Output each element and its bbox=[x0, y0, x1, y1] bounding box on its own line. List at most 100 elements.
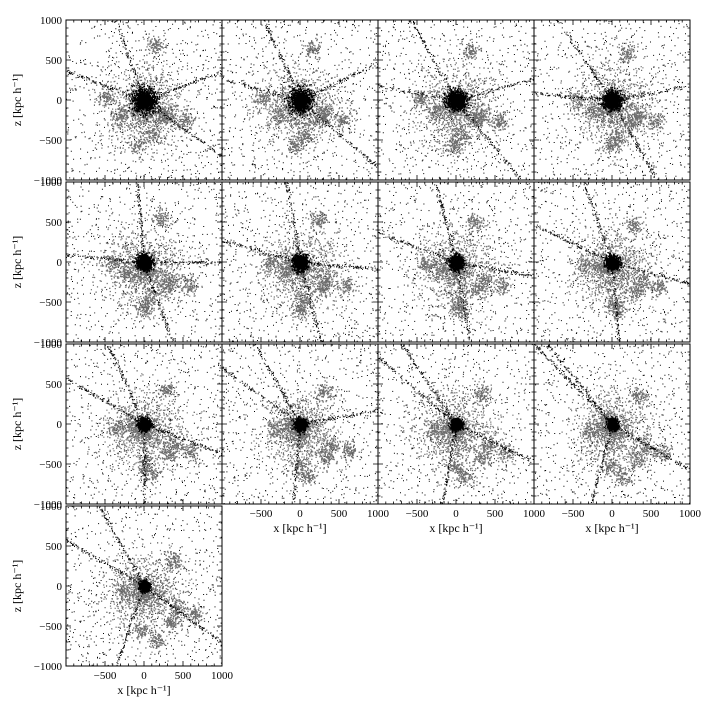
stream-particles bbox=[66, 182, 222, 342]
background-particles bbox=[66, 506, 222, 666]
x-tick-label: 500 bbox=[331, 508, 348, 520]
x-tick-label: 0 bbox=[609, 508, 615, 520]
y-tick-label: −1000 bbox=[34, 337, 63, 349]
y-tick-label: −1000 bbox=[34, 661, 63, 673]
y-tick-label: −1000 bbox=[34, 499, 63, 511]
panel-12: −500 0 500 1000 x [kpc h⁻¹] bbox=[533, 343, 702, 535]
x-tick-label: 500 bbox=[175, 670, 192, 682]
y-axis-label: z [kpc h⁻¹] bbox=[10, 74, 24, 127]
core-particles bbox=[287, 251, 313, 275]
y-tick-label: 1000 bbox=[40, 501, 63, 513]
core-particles bbox=[283, 83, 318, 120]
y-tick-label: 1000 bbox=[40, 177, 63, 189]
panel-13-points bbox=[66, 506, 222, 666]
y-axis-label: z [kpc h⁻¹] bbox=[10, 398, 24, 451]
core-particles bbox=[137, 578, 152, 595]
x-tick-label: 0 bbox=[141, 670, 147, 682]
background-particles bbox=[222, 20, 378, 180]
x-axis-label: x [kpc h⁻¹] bbox=[429, 521, 482, 535]
core-particles bbox=[132, 250, 156, 274]
x-tick-label: 1000 bbox=[679, 508, 702, 520]
x-tick-label: −500 bbox=[406, 508, 429, 520]
tick-marks bbox=[65, 181, 223, 343]
panel-7 bbox=[377, 181, 535, 343]
panel-4 bbox=[533, 19, 691, 181]
y-tick-label: 500 bbox=[46, 379, 63, 391]
panel-4-points bbox=[534, 20, 690, 180]
panel-6-points bbox=[222, 182, 378, 342]
core-particles bbox=[603, 415, 621, 433]
panel-1-points bbox=[66, 20, 222, 180]
substructure-particles bbox=[540, 195, 680, 340]
panel-10-points bbox=[222, 344, 378, 504]
panel-9-points bbox=[66, 344, 222, 504]
panel-7-points bbox=[378, 182, 534, 342]
tick-marks bbox=[533, 343, 691, 505]
background-particles bbox=[534, 182, 690, 342]
panel-11: −500 0 500 1000 x [kpc h⁻¹] bbox=[377, 343, 546, 535]
tick-marks bbox=[65, 19, 223, 181]
panel-5-points bbox=[66, 182, 222, 342]
substructure-particles bbox=[88, 529, 211, 657]
x-tick-label: 0 bbox=[453, 508, 459, 520]
panel-10: −500 0 500 1000 x [kpc h⁻¹] bbox=[221, 343, 390, 535]
panel-2-points bbox=[222, 20, 378, 180]
x-axis-label: x [kpc h⁻¹] bbox=[273, 521, 326, 535]
tick-marks bbox=[377, 181, 535, 343]
y-tick-label: 500 bbox=[46, 541, 63, 553]
x-tick-label: 1000 bbox=[367, 508, 390, 520]
y-tick-label: 500 bbox=[46, 55, 63, 67]
x-tick-label: −500 bbox=[562, 508, 585, 520]
tick-marks bbox=[377, 343, 535, 505]
panel-5: −1000 −500 0 500 1000 z [kpc h⁻¹] bbox=[10, 177, 223, 349]
y-tick-label: 0 bbox=[57, 257, 63, 269]
x-axis-label: x [kpc h⁻¹] bbox=[117, 683, 170, 697]
panel-1: −1000 −500 0 500 1000 z [kpc h⁻¹] bbox=[10, 15, 223, 187]
x-tick-label: −500 bbox=[250, 508, 273, 520]
tick-marks bbox=[533, 19, 691, 181]
y-tick-label: 0 bbox=[57, 419, 63, 431]
core-particles bbox=[447, 415, 466, 434]
core-particles bbox=[291, 415, 311, 435]
y-tick-label: 1000 bbox=[40, 15, 63, 27]
x-tick-label: 1000 bbox=[211, 670, 234, 682]
x-tick-label: 1000 bbox=[523, 508, 546, 520]
tick-marks bbox=[65, 505, 223, 667]
y-tick-label: −1000 bbox=[34, 175, 63, 187]
y-tick-label: −500 bbox=[39, 459, 62, 471]
tick-marks bbox=[221, 19, 379, 181]
y-tick-label: 0 bbox=[57, 95, 63, 107]
y-axis-label: z [kpc h⁻¹] bbox=[10, 236, 24, 289]
y-tick-label: −500 bbox=[39, 135, 62, 147]
panel-11-points bbox=[378, 344, 534, 504]
panel-12-points bbox=[534, 344, 690, 504]
panel-8 bbox=[533, 181, 691, 343]
x-tick-label: 500 bbox=[487, 508, 504, 520]
panel-2 bbox=[221, 19, 379, 181]
y-tick-label: 0 bbox=[57, 581, 63, 593]
panel-13: −1000 −500 0 500 1000 z [kpc h⁻¹] −500 0 500 1000… bbox=[10, 501, 234, 697]
core-particles bbox=[603, 252, 623, 275]
x-tick-label: 0 bbox=[297, 508, 303, 520]
tick-marks bbox=[65, 343, 223, 505]
y-tick-label: −500 bbox=[39, 621, 62, 633]
tick-marks bbox=[533, 181, 691, 343]
core-particles bbox=[442, 85, 472, 116]
x-tick-label: 500 bbox=[643, 508, 660, 520]
y-tick-label: 1000 bbox=[40, 339, 63, 351]
core-particles bbox=[596, 84, 628, 115]
panel-8-points bbox=[534, 182, 690, 342]
y-tick-label: −500 bbox=[39, 297, 62, 309]
core-particles bbox=[126, 82, 163, 120]
tick-marks bbox=[377, 19, 535, 181]
panel-3 bbox=[377, 19, 535, 181]
y-axis-label: z [kpc h⁻¹] bbox=[10, 560, 24, 613]
y-tick-label: 500 bbox=[46, 217, 63, 229]
tick-marks bbox=[221, 343, 379, 505]
x-axis-label: x [kpc h⁻¹] bbox=[585, 521, 638, 535]
core-particles bbox=[445, 251, 468, 275]
x-tick-label: −500 bbox=[94, 670, 117, 682]
tick-marks bbox=[221, 181, 379, 343]
